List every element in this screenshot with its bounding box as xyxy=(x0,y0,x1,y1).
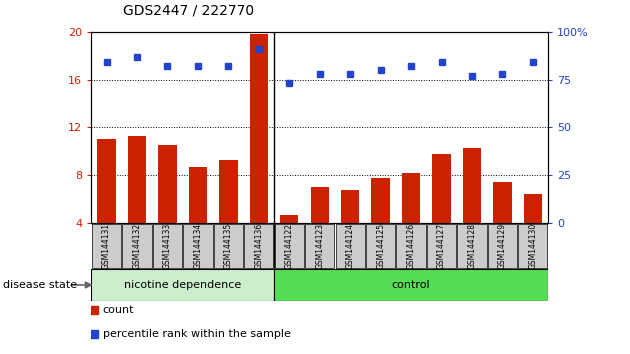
FancyBboxPatch shape xyxy=(244,224,273,268)
Bar xyxy=(280,215,299,223)
Bar xyxy=(432,154,450,223)
Text: GDS2447 / 222770: GDS2447 / 222770 xyxy=(123,4,254,18)
FancyBboxPatch shape xyxy=(214,224,243,268)
Text: percentile rank within the sample: percentile rank within the sample xyxy=(103,329,290,339)
Bar xyxy=(128,136,146,223)
Bar xyxy=(463,148,481,223)
Text: GSM144135: GSM144135 xyxy=(224,223,233,269)
Text: GSM144136: GSM144136 xyxy=(255,223,263,269)
Text: control: control xyxy=(392,280,430,290)
Text: GSM144127: GSM144127 xyxy=(437,223,446,269)
Bar xyxy=(158,145,176,223)
FancyBboxPatch shape xyxy=(366,224,395,268)
Text: count: count xyxy=(103,305,134,315)
FancyBboxPatch shape xyxy=(336,224,365,268)
FancyBboxPatch shape xyxy=(183,224,212,268)
Text: GSM144128: GSM144128 xyxy=(467,223,476,269)
FancyBboxPatch shape xyxy=(91,269,274,301)
Text: GSM144129: GSM144129 xyxy=(498,223,507,269)
Text: nicotine dependence: nicotine dependence xyxy=(124,280,241,290)
Bar xyxy=(219,160,238,223)
FancyBboxPatch shape xyxy=(427,224,456,268)
FancyBboxPatch shape xyxy=(488,224,517,268)
FancyBboxPatch shape xyxy=(396,224,426,268)
Bar xyxy=(524,194,542,223)
Bar xyxy=(341,190,359,223)
Bar xyxy=(493,182,512,223)
Text: GSM144123: GSM144123 xyxy=(315,223,324,269)
FancyBboxPatch shape xyxy=(92,224,121,268)
FancyBboxPatch shape xyxy=(122,224,152,268)
Bar xyxy=(98,139,116,223)
FancyBboxPatch shape xyxy=(275,224,304,268)
Bar xyxy=(372,178,390,223)
FancyBboxPatch shape xyxy=(274,269,548,301)
Text: disease state: disease state xyxy=(3,280,77,290)
FancyBboxPatch shape xyxy=(457,224,486,268)
FancyBboxPatch shape xyxy=(153,224,182,268)
Text: GSM144122: GSM144122 xyxy=(285,223,294,269)
Text: GSM144126: GSM144126 xyxy=(406,223,416,269)
Bar xyxy=(249,34,268,223)
Text: GSM144133: GSM144133 xyxy=(163,223,172,269)
Text: GSM144134: GSM144134 xyxy=(193,223,202,269)
Text: GSM144130: GSM144130 xyxy=(529,223,537,269)
FancyBboxPatch shape xyxy=(518,224,547,268)
Text: GSM144131: GSM144131 xyxy=(102,223,111,269)
Bar xyxy=(189,167,207,223)
FancyBboxPatch shape xyxy=(305,224,335,268)
Bar xyxy=(311,187,329,223)
Text: GSM144124: GSM144124 xyxy=(346,223,355,269)
Text: GSM144125: GSM144125 xyxy=(376,223,385,269)
Bar xyxy=(402,173,420,223)
Text: GSM144132: GSM144132 xyxy=(132,223,142,269)
